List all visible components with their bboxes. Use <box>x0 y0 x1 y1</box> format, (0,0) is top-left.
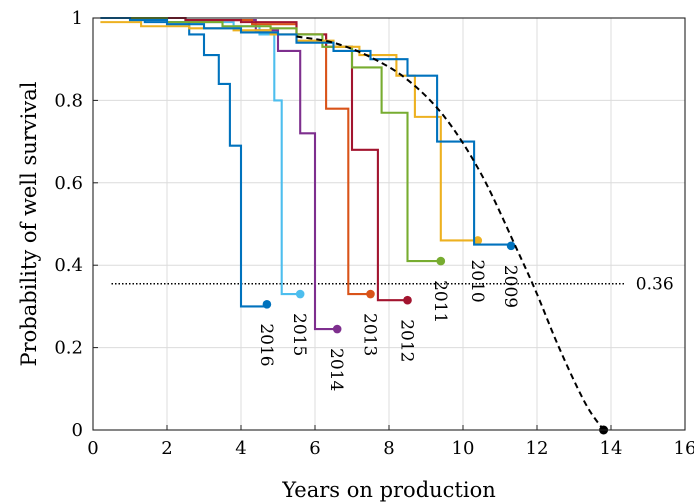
x-tick-label: 4 <box>235 438 246 459</box>
series-label-2014: 2014 <box>326 348 346 391</box>
series-end-marker-2014 <box>332 324 342 334</box>
series-line-2012 <box>107 16 408 302</box>
x-tick-label: 2 <box>161 438 172 459</box>
series-line-2011 <box>104 16 441 263</box>
series-label-2010: 2010 <box>467 259 487 302</box>
grid <box>92 17 686 431</box>
y-tick-label: 0.6 <box>54 173 83 194</box>
series-group <box>100 16 516 334</box>
series-label-2011: 2011 <box>430 280 450 323</box>
x-tick-label: 8 <box>383 438 394 459</box>
trend-curve <box>296 35 605 431</box>
series-label-2012: 2012 <box>397 319 417 362</box>
series-end-marker-2013 <box>366 289 375 299</box>
series-label-2009: 2009 <box>500 265 520 308</box>
y-axis-label: Probability of well survival <box>17 81 41 366</box>
series-line-2014 <box>111 16 338 331</box>
series-line-2009 <box>100 16 512 246</box>
y-tick-label: 0.2 <box>54 338 83 359</box>
y-tick-label: 0 <box>72 420 83 441</box>
plot-frame <box>92 17 686 431</box>
series-line-2015 <box>111 16 301 296</box>
x-tick-label: 12 <box>526 438 549 459</box>
x-axis-label: Years on production <box>281 478 496 502</box>
series-end-marker-2016 <box>262 300 272 309</box>
y-tick-label: 1 <box>72 8 83 29</box>
reference-line-group: 0.36 <box>111 275 674 295</box>
series-end-marker-2011 <box>436 256 446 266</box>
series-label-2013: 2013 <box>360 313 380 356</box>
x-tick-label: 10 <box>452 438 475 459</box>
series-label-2016: 2016 <box>256 323 276 366</box>
series-label-2015: 2015 <box>289 313 309 356</box>
tick-labels: 0 2 4 6 8 10 12 14 16 0 0.2 0.4 0.6 0.8 1 <box>54 8 694 459</box>
x-tick-label: 16 <box>674 438 694 459</box>
y-tick-label: 0.4 <box>54 255 83 276</box>
x-tick-label: 6 <box>309 438 320 459</box>
series-end-marker-2009 <box>506 241 516 251</box>
x-tick-label: 0 <box>87 438 98 459</box>
series-line-2013 <box>107 16 371 296</box>
series-end-marker-2012 <box>403 295 412 305</box>
x-tick-label: 14 <box>600 438 623 459</box>
series-line-2016 <box>104 16 267 308</box>
y-tick-label: 0.8 <box>54 90 83 111</box>
end-labels: 2016 2015 2014 2013 2012 2011 2010 2009 <box>256 259 520 391</box>
reference-line-label: 0.36 <box>636 275 674 295</box>
series-end-marker-2010 <box>473 236 483 245</box>
series-end-marker-2015 <box>295 289 305 299</box>
series-line-2010 <box>100 21 478 242</box>
